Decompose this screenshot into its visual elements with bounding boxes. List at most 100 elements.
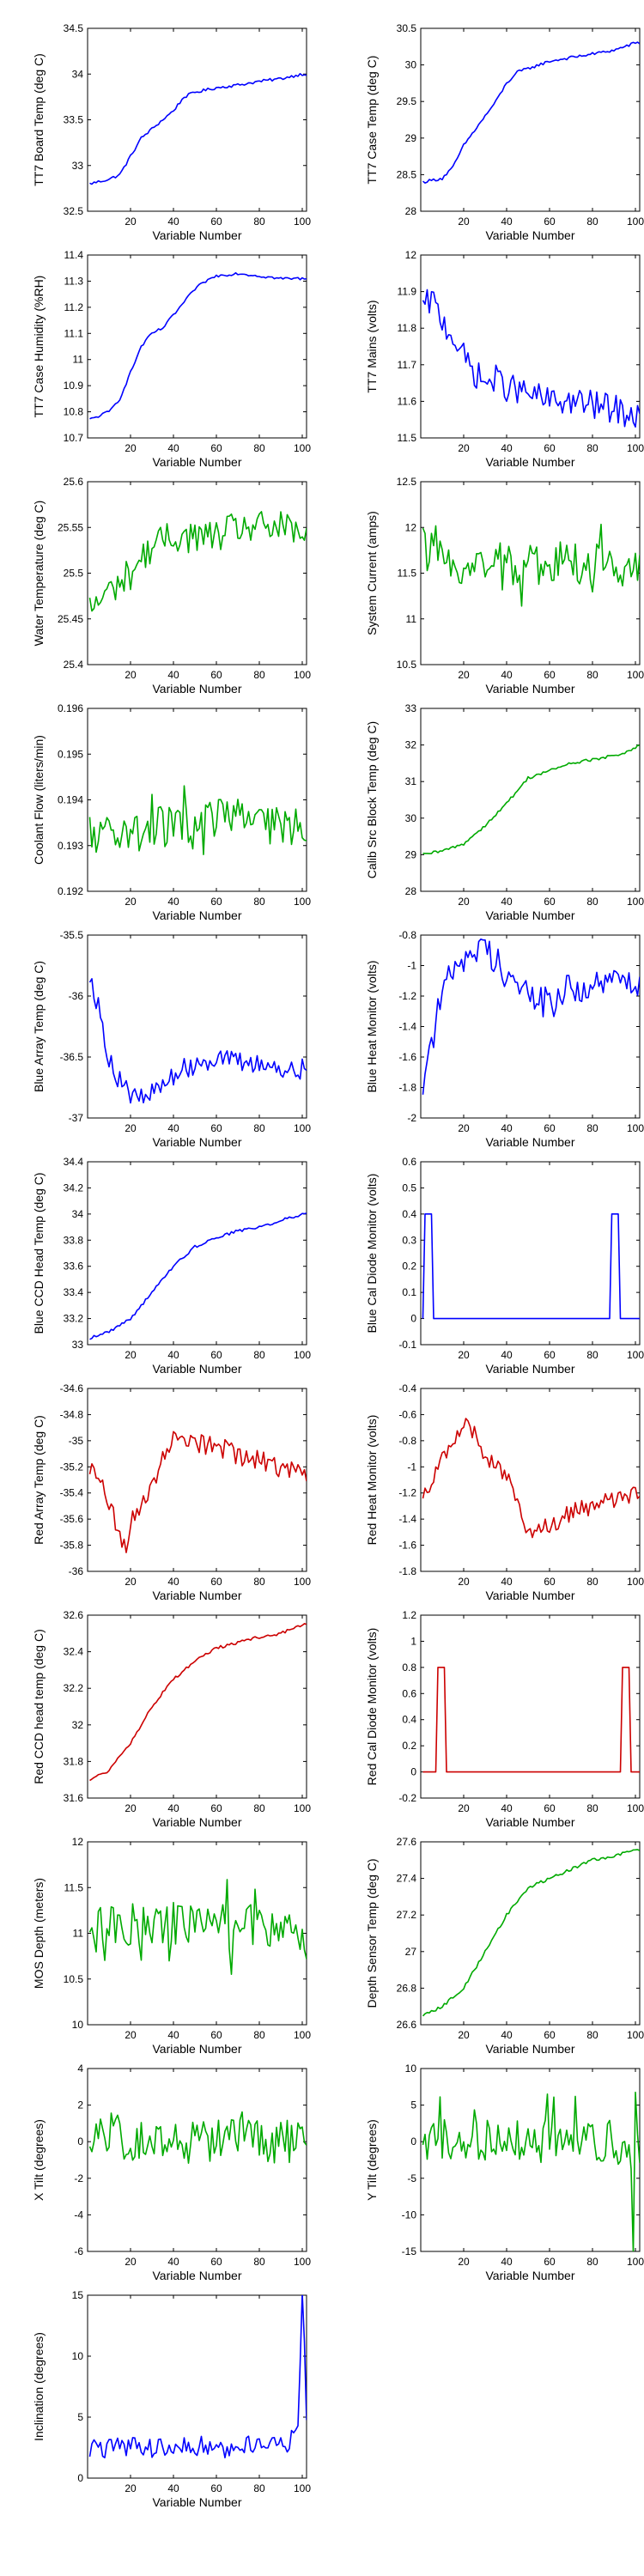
panel-7: 20 40 60 80 100 0.192 0.193 0.194 0.195 0.196 Vari… (32, 702, 311, 922)
panel-18-ytick-label-2: 27 (405, 1946, 417, 1958)
panel-4-xlabel: Variable Number (485, 455, 574, 469)
panel-12-ytick-label-1: 0 (410, 1313, 416, 1325)
panel-19-ytick-label-3: 0 (77, 2136, 83, 2148)
panel-6-xlabel: Variable Number (485, 682, 574, 696)
panel-14-xtick-label-0: 20 (458, 1576, 470, 1588)
panel-20-ytick-label-0: -15 (402, 2245, 417, 2257)
panel-3-ytick-label-1: 10.8 (64, 406, 84, 418)
panel-2-axes-box (420, 27, 641, 212)
panel-14-xlabel: Variable Number (485, 1589, 574, 1602)
panel-9-ylabel: Blue Array Temp (deg C) (32, 961, 46, 1092)
panel-14: 20 40 60 80 100 -1.8 -1.6 -1.4 -1.2 -1 -0.8 -0.6 -0.… (365, 1382, 644, 1602)
panel-21-xtick-label-4: 100 (294, 2482, 311, 2494)
panel-5-ytick-label-1: 25.45 (58, 613, 83, 625)
panel-16-xtick-label-1: 40 (501, 1802, 513, 1814)
panel-11-ytick-label-6: 34.2 (64, 1182, 84, 1194)
panel-9-xlabel: Variable Number (152, 1135, 241, 1149)
panel-21-xtick-label-2: 60 (210, 2482, 222, 2494)
panel-1-ytick-label-1: 33 (72, 160, 84, 172)
panel-14-ytick-label-4: -1 (407, 1461, 416, 1473)
panel-18-series-line (422, 1849, 640, 2017)
panel-17-ytick-label-4: 12 (72, 1836, 84, 1848)
panel-6-xtick-label-0: 20 (458, 669, 470, 681)
panel-1-ytick-label-3: 34 (72, 68, 84, 80)
panel-18-ytick-label-3: 27.2 (397, 1909, 417, 1921)
panel-13-ytick-label-2: -35.6 (60, 1513, 84, 1525)
panel-10-ylabel: Blue Heat Monitor (volts) (365, 960, 379, 1092)
panel-16-ytick-label-0: -0.2 (398, 1792, 416, 1804)
panel-11-xlabel: Variable Number (152, 1362, 241, 1376)
panel-2-ytick-label-5: 30.5 (397, 22, 417, 34)
panel-13-ylabel: Red Array Temp (deg C) (32, 1415, 46, 1545)
panel-12-ytick-label-3: 0.2 (402, 1261, 416, 1273)
panel-17-xtick-label-4: 100 (294, 2029, 311, 2041)
panel-18-xlabel: Variable Number (485, 2042, 574, 2056)
panel-19-xlabel: Variable Number (152, 2269, 241, 2282)
panel-14-ytick-label-0: -1.8 (398, 1565, 416, 1577)
panel-10-ytick-label-6: -0.8 (398, 929, 416, 941)
panel-12-ytick-label-6: 0.5 (402, 1182, 416, 1194)
panel-6-xtick-label-4: 100 (627, 669, 644, 681)
panel-8-xtick-label-3: 80 (586, 896, 598, 908)
panel-8-ytick-label-4: 32 (405, 739, 417, 751)
panel-15-series-line (89, 1623, 307, 1782)
panel-10-series-line (422, 938, 640, 1095)
panel-13-ytick-label-7: -34.6 (60, 1382, 84, 1394)
panel-8: 20 40 60 80 100 28 29 30 31 32 33 Variable Number Ca… (365, 702, 644, 922)
panel-11-series-line (89, 1212, 307, 1340)
panel-4-xtick-label-3: 80 (586, 442, 598, 454)
panel-5-ytick-label-2: 25.5 (64, 568, 84, 580)
panel-4-ytick-label-1: 11.6 (398, 395, 417, 407)
panel-8-ytick-label-0: 28 (405, 885, 417, 897)
panel-11-xtick-label-4: 100 (294, 1349, 311, 1361)
panel-14-xtick-label-2: 60 (544, 1576, 556, 1588)
panel-13-xtick-label-0: 20 (125, 1576, 137, 1588)
panel-17-ytick-label-1: 10.5 (64, 1973, 84, 1985)
panel-21-xtick-label-3: 80 (253, 2482, 265, 2494)
panel-3-ytick-label-2: 10.9 (64, 380, 84, 392)
panel-17-series-line (88, 1879, 307, 1976)
panel-4-axes-box (420, 254, 641, 439)
panel-7-xtick-label-4: 100 (294, 896, 311, 908)
panel-11-axes-box (87, 1161, 307, 1346)
panel-16-ylabel: Red Cal Diode Monitor (volts) (365, 1628, 379, 1786)
panel-18-xtick-label-1: 40 (501, 2029, 513, 2041)
panel-21-series-line (88, 2295, 307, 2459)
panel-4-xtick-label-4: 100 (627, 442, 644, 454)
panel-11-ytick-label-0: 33 (72, 1339, 84, 1351)
panel-17-xtick-label-3: 80 (253, 2029, 265, 2041)
panel-10: 20 40 60 80 100 -2 -1.8 -1.6 -1.4 -1.2 -1 -0.8 Varia… (365, 929, 644, 1149)
panel-8-ytick-label-2: 30 (405, 812, 417, 824)
panel-12-ylabel: Blue Cal Diode Monitor (volts) (365, 1174, 379, 1334)
panel-7-ytick-label-1: 0.193 (58, 840, 83, 852)
panel-9-xtick-label-4: 100 (294, 1122, 311, 1134)
panel-14-xtick-label-1: 40 (501, 1576, 513, 1588)
panel-19-ylabel: X Tilt (degrees) (32, 2119, 46, 2201)
panel-16-xtick-label-3: 80 (586, 1802, 598, 1814)
panel-3-ylabel: TT7 Case Humidity (%RH) (32, 276, 46, 418)
panel-17-axes-box (87, 1841, 307, 2026)
panel-15-ylabel: Red CCD head temp (deg C) (32, 1629, 46, 1784)
panel-5-ytick-label-0: 25.4 (64, 659, 84, 671)
panel-18-ytick-label-1: 26.8 (397, 1982, 417, 1994)
panel-4-series-line (422, 289, 640, 428)
panel-13-xtick-label-3: 80 (253, 1576, 265, 1588)
panel-13-xtick-label-1: 40 (167, 1576, 179, 1588)
panel-3-ytick-label-4: 11.1 (64, 327, 84, 339)
panel-13-ytick-label-1: -35.8 (60, 1540, 84, 1552)
panel-6-ylabel: System Current (amps) (365, 511, 379, 635)
panel-9-xtick-label-3: 80 (253, 1122, 265, 1134)
panel-8-xtick-label-4: 100 (627, 896, 644, 908)
panel-8-ytick-label-5: 33 (405, 702, 417, 714)
panel-10-xtick-label-1: 40 (501, 1122, 513, 1134)
panel-2-xtick-label-0: 20 (458, 216, 470, 228)
panel-5: 20 40 60 80 100 25.4 25.45 25.5 25.55 25.6 Variabl… (32, 476, 311, 696)
panel-10-ytick-label-4: -1.2 (398, 990, 416, 1002)
panel-3-ytick-label-3: 11 (73, 354, 84, 366)
panel-3-xtick-label-2: 60 (210, 442, 222, 454)
panel-3-xlabel: Variable Number (152, 455, 241, 469)
panel-2-ytick-label-0: 28 (405, 205, 417, 217)
panel-13-xtick-label-4: 100 (294, 1576, 311, 1588)
panel-9-ytick-label-0: -37 (69, 1112, 84, 1124)
panel-3-axes-box (87, 254, 307, 439)
